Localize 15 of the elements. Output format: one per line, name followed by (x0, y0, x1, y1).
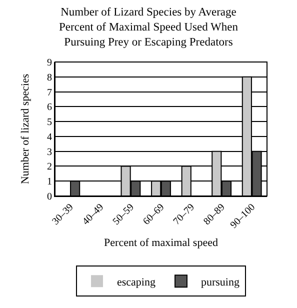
y-tick-label: 0 (47, 192, 52, 202)
legend-label: escaping (117, 276, 156, 288)
chart-title: Number of Lizard Species by Average Percent of Maximal Speed Used When Pursuing Prey or Escaping Predators (59, 6, 238, 48)
y-tick-label: 4 (47, 132, 52, 143)
y-tick-label: 9 (47, 58, 52, 68)
y-tick-label: 7 (47, 87, 52, 98)
y-tick-label: 1 (47, 176, 52, 188)
legend-label: pursuing (200, 276, 240, 288)
y-axis-title: Number of lizard species (20, 74, 32, 184)
y-tick-label: 3 (47, 146, 52, 158)
y-tick-label: 8 (47, 72, 52, 84)
y-tick-label: 5 (47, 117, 52, 128)
x-axis-title: Percent of maximal speed (104, 237, 218, 250)
y-tick-label: 2 (47, 162, 52, 173)
y-tick-label: 6 (47, 102, 52, 114)
